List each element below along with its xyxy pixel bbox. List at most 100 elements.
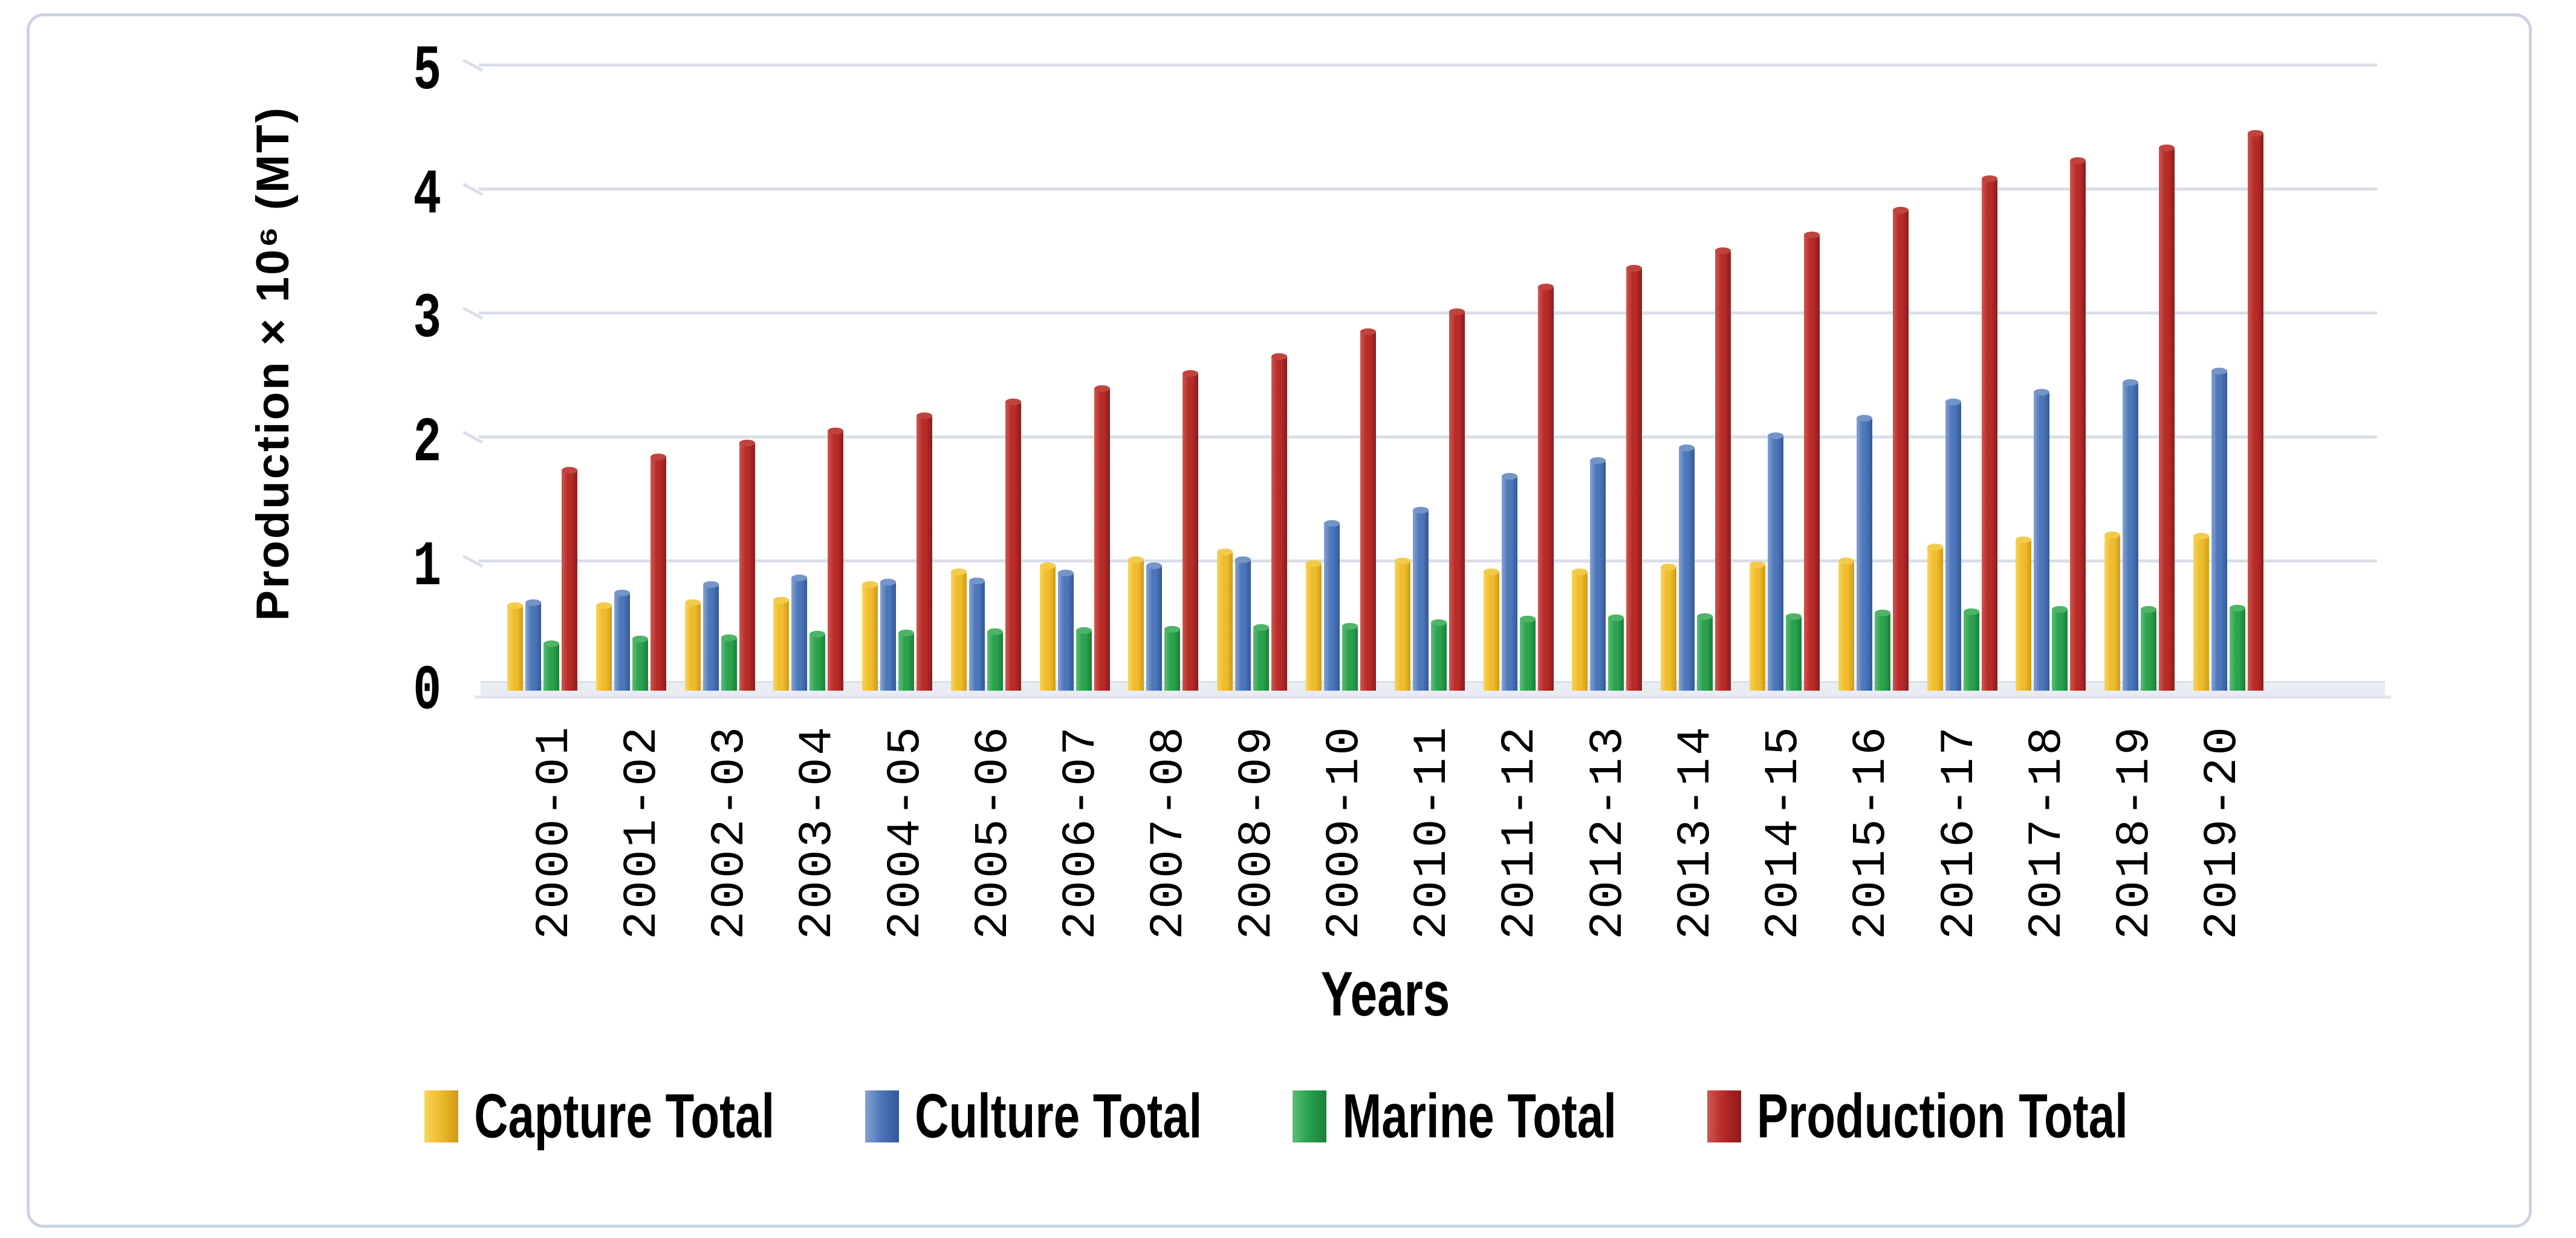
- bar-capture-total-2010-11: [1394, 557, 1410, 691]
- bar-culture-total-2005-06: [968, 577, 985, 691]
- bar-capture-total-2012-13: [1572, 569, 1588, 691]
- bar-group-2006-07: [1039, 71, 1110, 691]
- bar-top-cap: [1412, 506, 1429, 513]
- legend-item-capture-total: Capture Total: [424, 1081, 774, 1151]
- bar-marine-total-2002-03: [721, 634, 737, 691]
- x-tick-label-2004-05: 2004-05: [879, 725, 933, 940]
- bar-group-2000-01: [507, 71, 577, 691]
- bar-culture-total-2013-14: [1679, 445, 1695, 691]
- bar-top-cap: [1360, 328, 1377, 335]
- legend-item-production-total: Production Total: [1707, 1081, 2128, 1151]
- bar-top-cap: [1271, 353, 1288, 360]
- bar-top-cap: [1892, 206, 1909, 213]
- bar-capture-total-2003-04: [773, 597, 790, 691]
- bar-top-cap: [1874, 609, 1890, 616]
- y-axis-title: Production × 10⁶ (MT): [247, 106, 299, 621]
- bar-top-cap: [1590, 457, 1606, 464]
- bar-marine-total-2007-08: [1164, 625, 1181, 691]
- bar-top-cap: [2104, 531, 2121, 538]
- bar-top-cap: [1306, 559, 1322, 567]
- bar-marine-total-2017-18: [2052, 605, 2068, 691]
- bar-top-cap: [1838, 557, 1854, 564]
- bar-capture-total-2019-20: [2193, 532, 2209, 691]
- bar-top-cap: [950, 569, 967, 576]
- legend-label: Marine Total: [1342, 1080, 1617, 1151]
- x-tick-label-2012-13: 2012-13: [1582, 725, 1635, 940]
- bar-top-cap: [1183, 370, 1199, 377]
- bar-production-total-2005-06: [1005, 399, 1021, 691]
- bar-production-total-2002-03: [739, 440, 755, 691]
- bar-marine-total-2016-17: [1963, 608, 1979, 691]
- bar-production-total-2013-14: [1715, 247, 1731, 691]
- bar-top-cap: [2211, 368, 2227, 375]
- bar-culture-total-2009-10: [1324, 520, 1340, 691]
- bar-marine-total-2019-20: [2229, 604, 2245, 691]
- bar-top-cap: [1394, 557, 1410, 564]
- bar-marine-total-2008-09: [1253, 624, 1270, 691]
- bar-culture-total-2001-02: [614, 590, 630, 691]
- x-tick-label-2018-19: 2018-19: [2109, 725, 2162, 940]
- bar-culture-total-2006-07: [1057, 570, 1074, 691]
- bar-group-2008-09: [1217, 71, 1288, 691]
- bar-top-cap: [1430, 619, 1447, 627]
- x-tick-label-2001-02: 2001-02: [615, 725, 669, 940]
- bar-capture-total-2006-07: [1039, 562, 1056, 691]
- bar-top-cap: [880, 578, 897, 585]
- bar-production-total-2003-04: [828, 427, 844, 691]
- bar-capture-total-2004-05: [862, 581, 878, 691]
- x-tick-label-2007-08: 2007-08: [1143, 725, 1196, 940]
- x-tick-label-2005-06: 2005-06: [967, 725, 1020, 940]
- bar-group-2002-03: [684, 71, 755, 691]
- x-tick-label-2009-10: 2009-10: [1318, 725, 1372, 940]
- bar-top-cap: [543, 640, 559, 648]
- gridline-tick-tail: [462, 431, 484, 444]
- bar-top-cap: [1253, 624, 1270, 631]
- legend-label: Production Total: [1756, 1080, 2128, 1151]
- bar-top-cap: [1128, 556, 1144, 563]
- bar-top-cap: [809, 630, 826, 637]
- legend-item-marine-total: Marine Total: [1293, 1081, 1617, 1151]
- bar-top-cap: [1075, 627, 1092, 634]
- bar-production-total-2017-18: [2070, 157, 2086, 691]
- x-tick-label-2003-04: 2003-04: [791, 725, 845, 940]
- bar-group-2018-19: [2104, 71, 2175, 691]
- bar-group-2019-20: [2193, 71, 2263, 691]
- bar-top-cap: [1697, 613, 1713, 620]
- bar-production-total-2007-08: [1183, 370, 1199, 691]
- y-tick-label-1: 1: [413, 532, 441, 604]
- bar-group-2007-08: [1128, 71, 1199, 691]
- bar-capture-total-2016-17: [1927, 544, 1943, 691]
- bar-top-cap: [525, 599, 541, 607]
- bar-top-cap: [1164, 625, 1181, 633]
- bar-culture-total-2008-09: [1235, 556, 1251, 691]
- bar-group-2009-10: [1306, 71, 1377, 691]
- legend-swatch-culture-total: [865, 1090, 900, 1142]
- bar-culture-total-2010-11: [1412, 506, 1429, 691]
- y-tick-label-4: 4: [413, 160, 441, 232]
- bar-capture-total-2015-16: [1838, 557, 1854, 691]
- bar-top-cap: [791, 575, 808, 582]
- bar-capture-total-2017-18: [2016, 536, 2032, 691]
- bar-top-cap: [684, 599, 701, 607]
- bar-top-cap: [2247, 129, 2263, 137]
- bar-production-total-2009-10: [1360, 328, 1377, 691]
- x-tick-label-2008-09: 2008-09: [1230, 725, 1284, 940]
- bar-top-cap: [828, 427, 844, 434]
- bar-top-cap: [1235, 556, 1251, 563]
- bar-capture-total-2005-06: [950, 569, 967, 691]
- bar-top-cap: [1449, 308, 1465, 315]
- bar-production-total-2010-11: [1449, 308, 1465, 691]
- x-tick-label-2006-07: 2006-07: [1055, 725, 1109, 940]
- bar-production-total-2012-13: [1626, 264, 1643, 691]
- bars-layer: [507, 71, 2263, 691]
- bar-group-2017-18: [2016, 71, 2086, 691]
- bar-capture-total-2001-02: [595, 602, 612, 691]
- bar-capture-total-2018-19: [2104, 531, 2121, 691]
- bar-production-total-2008-09: [1271, 353, 1288, 691]
- bar-top-cap: [2034, 388, 2050, 396]
- bar-top-cap: [917, 412, 933, 419]
- x-tick-label-2017-18: 2017-18: [2020, 725, 2074, 940]
- bar-top-cap: [2052, 605, 2068, 613]
- bar-top-cap: [2159, 145, 2175, 152]
